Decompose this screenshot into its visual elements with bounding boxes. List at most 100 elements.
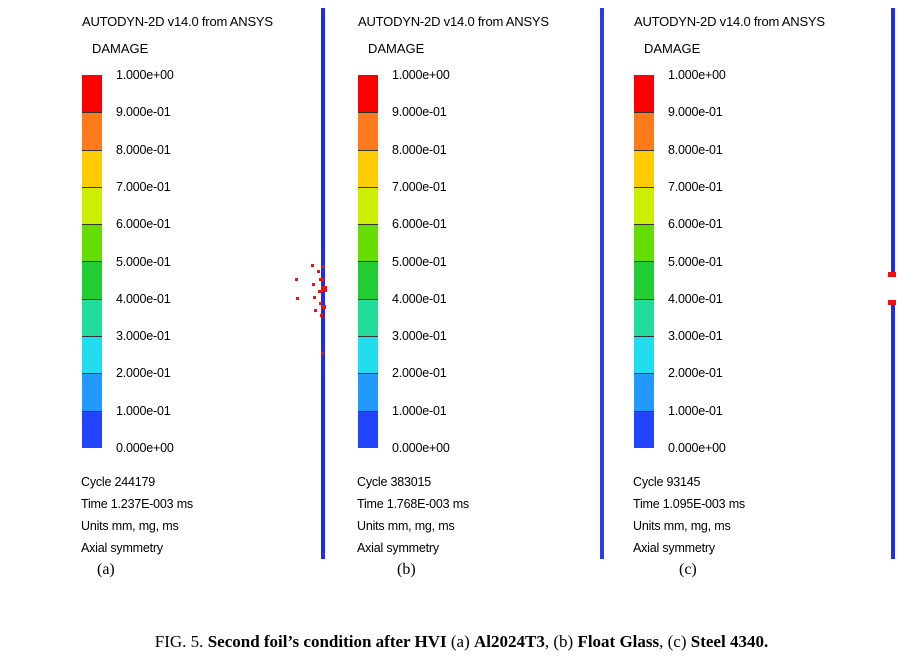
- units-text: Units mm, mg, ms: [633, 519, 731, 533]
- time-text: Time 1.237E-003 ms: [81, 497, 193, 511]
- figure-caption: FIG. 5. Second foil’s condition after HV…: [0, 632, 923, 652]
- colorbar-segment: [634, 298, 654, 337]
- panel-title: AUTODYN-2D v14.0 from ANSYS: [82, 14, 273, 29]
- quantity-label: DAMAGE: [92, 41, 149, 56]
- caption-prefix: FIG. 5.: [154, 632, 204, 651]
- colorbar-label: 6.000e-01: [668, 217, 723, 232]
- colorbar-label: 1.000e+00: [116, 68, 174, 82]
- colorbar-segment: [634, 75, 654, 113]
- colorbar-label: 1.000e-01: [668, 403, 723, 418]
- panel-b: AUTODYN-2D v14.0 from ANSYS DAMAGE 1.000…: [276, 0, 576, 600]
- panel-c: AUTODYN-2D v14.0 from ANSYS DAMAGE 1.000…: [552, 0, 852, 600]
- colorbar-label: 6.000e-01: [392, 217, 447, 232]
- colorbar-segment: [634, 186, 654, 225]
- cycle-text: Cycle 244179: [81, 475, 156, 489]
- colorbar-label: 2.000e-01: [116, 366, 171, 381]
- colorbar-segment: [358, 149, 378, 187]
- cycle-text: Cycle 383015: [357, 475, 432, 489]
- colorbar-label: 1.000e+00: [392, 68, 450, 82]
- colorbar-segment: [82, 224, 102, 262]
- panel-a: AUTODYN-2D v14.0 from ANSYS DAMAGE 1.000…: [0, 0, 300, 600]
- colorbar-label: 9.000e-01: [116, 105, 171, 120]
- colorbar-segment: [82, 261, 102, 299]
- colorbar-segment: [358, 336, 378, 374]
- colorbar-label: 3.000e-01: [668, 329, 723, 344]
- colorbar-label: 6.000e-01: [116, 217, 171, 232]
- colorbar-segment: [82, 336, 102, 374]
- colorbar-label: 0.000e+00: [668, 441, 726, 455]
- symmetry-text: Axial symmetry: [357, 541, 439, 555]
- foil-a: [321, 8, 325, 559]
- cycle-text: Cycle 93145: [633, 475, 701, 489]
- colorbar-segment: [634, 112, 654, 150]
- caption-sep: ,: [659, 632, 664, 651]
- colorbar-label: 3.000e-01: [116, 329, 171, 344]
- caption-sep: ,: [544, 632, 550, 651]
- symmetry-text: Axial symmetry: [81, 541, 163, 555]
- panel-tag: (c): [679, 561, 697, 578]
- colorbar-label: 9.000e-01: [668, 105, 723, 120]
- colorbar-segment: [358, 261, 378, 299]
- colorbar-label: 2.000e-01: [668, 366, 723, 381]
- colorbar: [82, 75, 102, 448]
- colorbar-label: 8.000e-01: [392, 142, 447, 157]
- colorbar-label: 0.000e+00: [116, 441, 174, 455]
- caption-c: Steel 4340: [690, 632, 764, 651]
- colorbar-segment: [82, 186, 102, 225]
- colorbar-segment: [358, 373, 378, 411]
- colorbar-segment: [358, 112, 378, 150]
- colorbar-segment: [82, 149, 102, 187]
- units-text: Units mm, mg, ms: [357, 519, 455, 533]
- colorbar-label: 8.000e-01: [116, 142, 171, 157]
- symmetry-text: Axial symmetry: [633, 541, 715, 555]
- colorbar-segment: [358, 186, 378, 225]
- colorbar-label: 1.000e-01: [392, 403, 447, 418]
- colorbar-segment: [358, 224, 378, 262]
- caption-b-tag: (b): [553, 632, 574, 651]
- caption-b: Float Glass: [577, 632, 660, 651]
- colorbar-segment: [82, 75, 102, 113]
- colorbar-label: 4.000e-01: [392, 291, 447, 306]
- colorbar: [358, 75, 378, 448]
- foil-b: [600, 8, 604, 559]
- quantity-label: DAMAGE: [644, 41, 701, 56]
- colorbar-label: 1.000e+00: [668, 68, 726, 82]
- time-text: Time 1.095E-003 ms: [633, 497, 745, 511]
- colorbar-segment: [634, 224, 654, 262]
- colorbar-label: 8.000e-01: [668, 142, 723, 157]
- caption-lead: Second foil’s condition after HVI: [207, 632, 447, 651]
- colorbar-segment: [82, 112, 102, 150]
- foil-c-lower: [891, 305, 895, 559]
- panel-title: AUTODYN-2D v14.0 from ANSYS: [358, 14, 549, 29]
- colorbar-label: 2.000e-01: [392, 366, 447, 381]
- colorbar-segment: [82, 298, 102, 337]
- colorbar-label: 7.000e-01: [668, 179, 723, 194]
- colorbar-segment: [634, 149, 654, 187]
- colorbar-label: 5.000e-01: [116, 254, 171, 269]
- panel-tag: (a): [97, 561, 115, 578]
- colorbar-label: 5.000e-01: [668, 254, 723, 269]
- caption-a-tag: (a): [450, 632, 470, 651]
- colorbar-label: 0.000e+00: [392, 441, 450, 455]
- colorbar-label: 3.000e-01: [392, 329, 447, 344]
- colorbar-label: 7.000e-01: [116, 179, 171, 194]
- panel-tag: (b): [397, 561, 416, 578]
- quantity-label: DAMAGE: [368, 41, 425, 56]
- colorbar-segment: [634, 410, 654, 448]
- colorbar: [634, 75, 654, 448]
- colorbar-label: 7.000e-01: [392, 179, 447, 194]
- colorbar-segment: [634, 261, 654, 299]
- colorbar-segment: [82, 410, 102, 448]
- colorbar-segment: [358, 75, 378, 113]
- caption-c-tag: (c): [667, 632, 687, 651]
- colorbar-label: 1.000e-01: [116, 403, 171, 418]
- foil-c-upper: [891, 8, 895, 273]
- colorbar-label: 5.000e-01: [392, 254, 447, 269]
- colorbar-label: 4.000e-01: [116, 291, 171, 306]
- caption-end: .: [763, 632, 769, 651]
- time-text: Time 1.768E-003 ms: [357, 497, 469, 511]
- units-text: Units mm, mg, ms: [81, 519, 179, 533]
- colorbar-segment: [634, 336, 654, 374]
- colorbar-label: 4.000e-01: [668, 291, 723, 306]
- colorbar-label: 9.000e-01: [392, 105, 447, 120]
